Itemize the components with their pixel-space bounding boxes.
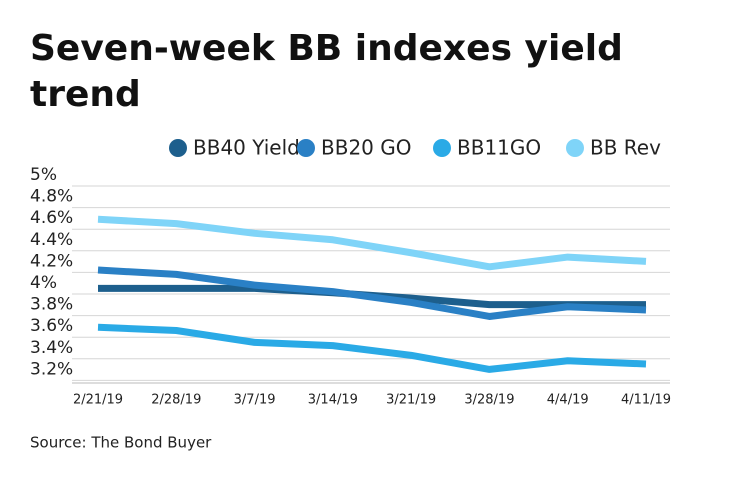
legend-swatch: [297, 139, 315, 157]
x-tick-label: 2/21/19: [73, 393, 123, 408]
x-tick-label: 4/4/19: [547, 393, 589, 408]
legend-label: BB11GO: [457, 136, 541, 160]
chart-title: Seven-week BB indexes yield trend: [30, 28, 623, 115]
y-tick-label: 3.6%: [30, 316, 73, 336]
y-tick-label: 5%: [30, 165, 57, 185]
y-tick-label: 3.4%: [30, 338, 73, 358]
series-line: [97, 215, 647, 271]
legend-swatch: [169, 139, 187, 157]
legend-label: BB Rev: [590, 136, 661, 160]
x-tick-label: 3/7/19: [234, 393, 276, 408]
y-tick-label: 4.6%: [30, 208, 73, 228]
source: Source: The Bond Buyer: [30, 434, 212, 452]
legend-swatch: [566, 139, 584, 157]
x-tick-label: 3/14/19: [308, 393, 358, 408]
y-tick-label: 3.8%: [30, 295, 73, 315]
y-tick-label: 4.8%: [30, 187, 73, 207]
y-tick-label: 4%: [30, 273, 57, 293]
legend-label: BB20 GO: [321, 136, 412, 160]
x-tick-label: 4/11/19: [621, 393, 671, 408]
legend-swatch: [433, 139, 451, 157]
series-line: [97, 323, 647, 373]
y-tick-label: 4.4%: [30, 230, 73, 250]
series-line: [97, 266, 647, 320]
legend-label: BB40 Yield: [193, 136, 300, 160]
x-tick-label: 3/21/19: [386, 393, 436, 408]
y-tick-label: 3.2%: [30, 359, 73, 379]
x-tick-label: 3/28/19: [464, 393, 514, 408]
x-tick-label: 2/28/19: [151, 393, 201, 408]
y-tick-label: 4.2%: [30, 251, 73, 271]
